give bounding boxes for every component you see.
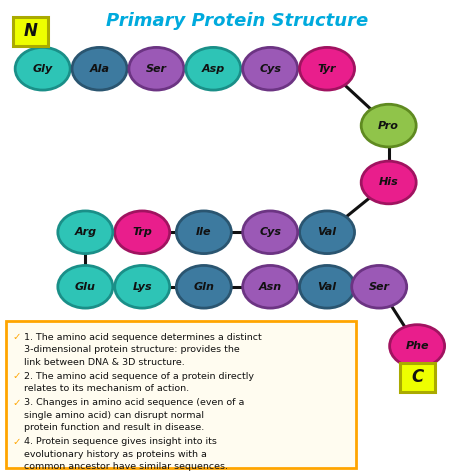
Text: 3-dimensional protein structure: provides the: 3-dimensional protein structure: provide… (24, 346, 239, 354)
Text: Cys: Cys (259, 64, 281, 74)
Ellipse shape (129, 47, 184, 90)
Text: Asp: Asp (201, 64, 225, 74)
Text: Primary Protein Structure: Primary Protein Structure (106, 12, 368, 30)
FancyBboxPatch shape (400, 363, 435, 392)
Text: N: N (24, 22, 38, 40)
Text: 4. Protein sequence gives insight into its: 4. Protein sequence gives insight into i… (24, 438, 217, 446)
Text: Gln: Gln (193, 282, 214, 292)
Text: Trp: Trp (132, 227, 152, 237)
Text: ✓: ✓ (13, 371, 21, 382)
Text: link between DNA & 3D structure.: link between DNA & 3D structure. (24, 358, 184, 366)
Ellipse shape (352, 265, 407, 308)
Text: Val: Val (318, 227, 337, 237)
Ellipse shape (361, 104, 416, 147)
Text: Ser: Ser (146, 64, 167, 74)
Text: Tyr: Tyr (318, 64, 337, 74)
Text: common ancestor have similar sequences.: common ancestor have similar sequences. (24, 462, 228, 471)
Ellipse shape (361, 161, 416, 204)
Ellipse shape (300, 47, 355, 90)
Ellipse shape (300, 265, 355, 308)
Ellipse shape (58, 265, 113, 308)
Text: Lys: Lys (132, 282, 152, 292)
Text: single amino acid) can disrupt normal: single amino acid) can disrupt normal (24, 411, 204, 419)
Text: Arg: Arg (74, 227, 96, 237)
Ellipse shape (390, 325, 445, 367)
Ellipse shape (15, 47, 70, 90)
Text: Ala: Ala (90, 64, 109, 74)
Text: evolutionary history as proteins with a: evolutionary history as proteins with a (24, 450, 207, 458)
Text: 3. Changes in amino acid sequence (even of a: 3. Changes in amino acid sequence (even … (24, 399, 244, 407)
Text: ✓: ✓ (13, 437, 21, 447)
Text: Val: Val (318, 282, 337, 292)
Text: Asn: Asn (259, 282, 282, 292)
Text: Phe: Phe (405, 341, 429, 351)
Ellipse shape (243, 47, 298, 90)
Text: 2. The amino acid sequence of a protein directly: 2. The amino acid sequence of a protein … (24, 372, 254, 381)
Ellipse shape (115, 211, 170, 254)
Ellipse shape (115, 265, 170, 308)
Text: His: His (379, 177, 399, 188)
Text: 1. The amino acid sequence determines a distinct: 1. The amino acid sequence determines a … (24, 333, 262, 342)
Ellipse shape (176, 265, 231, 308)
Ellipse shape (243, 265, 298, 308)
Text: Ile: Ile (196, 227, 211, 237)
FancyBboxPatch shape (6, 321, 356, 468)
Text: Ser: Ser (369, 282, 390, 292)
Text: ✓: ✓ (13, 332, 21, 343)
Text: protein function and result in disease.: protein function and result in disease. (24, 423, 204, 432)
Ellipse shape (186, 47, 241, 90)
FancyBboxPatch shape (13, 17, 48, 46)
Ellipse shape (72, 47, 127, 90)
Text: Pro: Pro (378, 120, 399, 131)
Text: Gly: Gly (33, 64, 53, 74)
Ellipse shape (176, 211, 231, 254)
Text: relates to its mechanism of action.: relates to its mechanism of action. (24, 384, 189, 393)
Ellipse shape (58, 211, 113, 254)
Text: Glu: Glu (75, 282, 96, 292)
Text: ✓: ✓ (13, 398, 21, 408)
Text: C: C (411, 368, 423, 386)
Ellipse shape (243, 211, 298, 254)
Text: Cys: Cys (259, 227, 281, 237)
Ellipse shape (300, 211, 355, 254)
